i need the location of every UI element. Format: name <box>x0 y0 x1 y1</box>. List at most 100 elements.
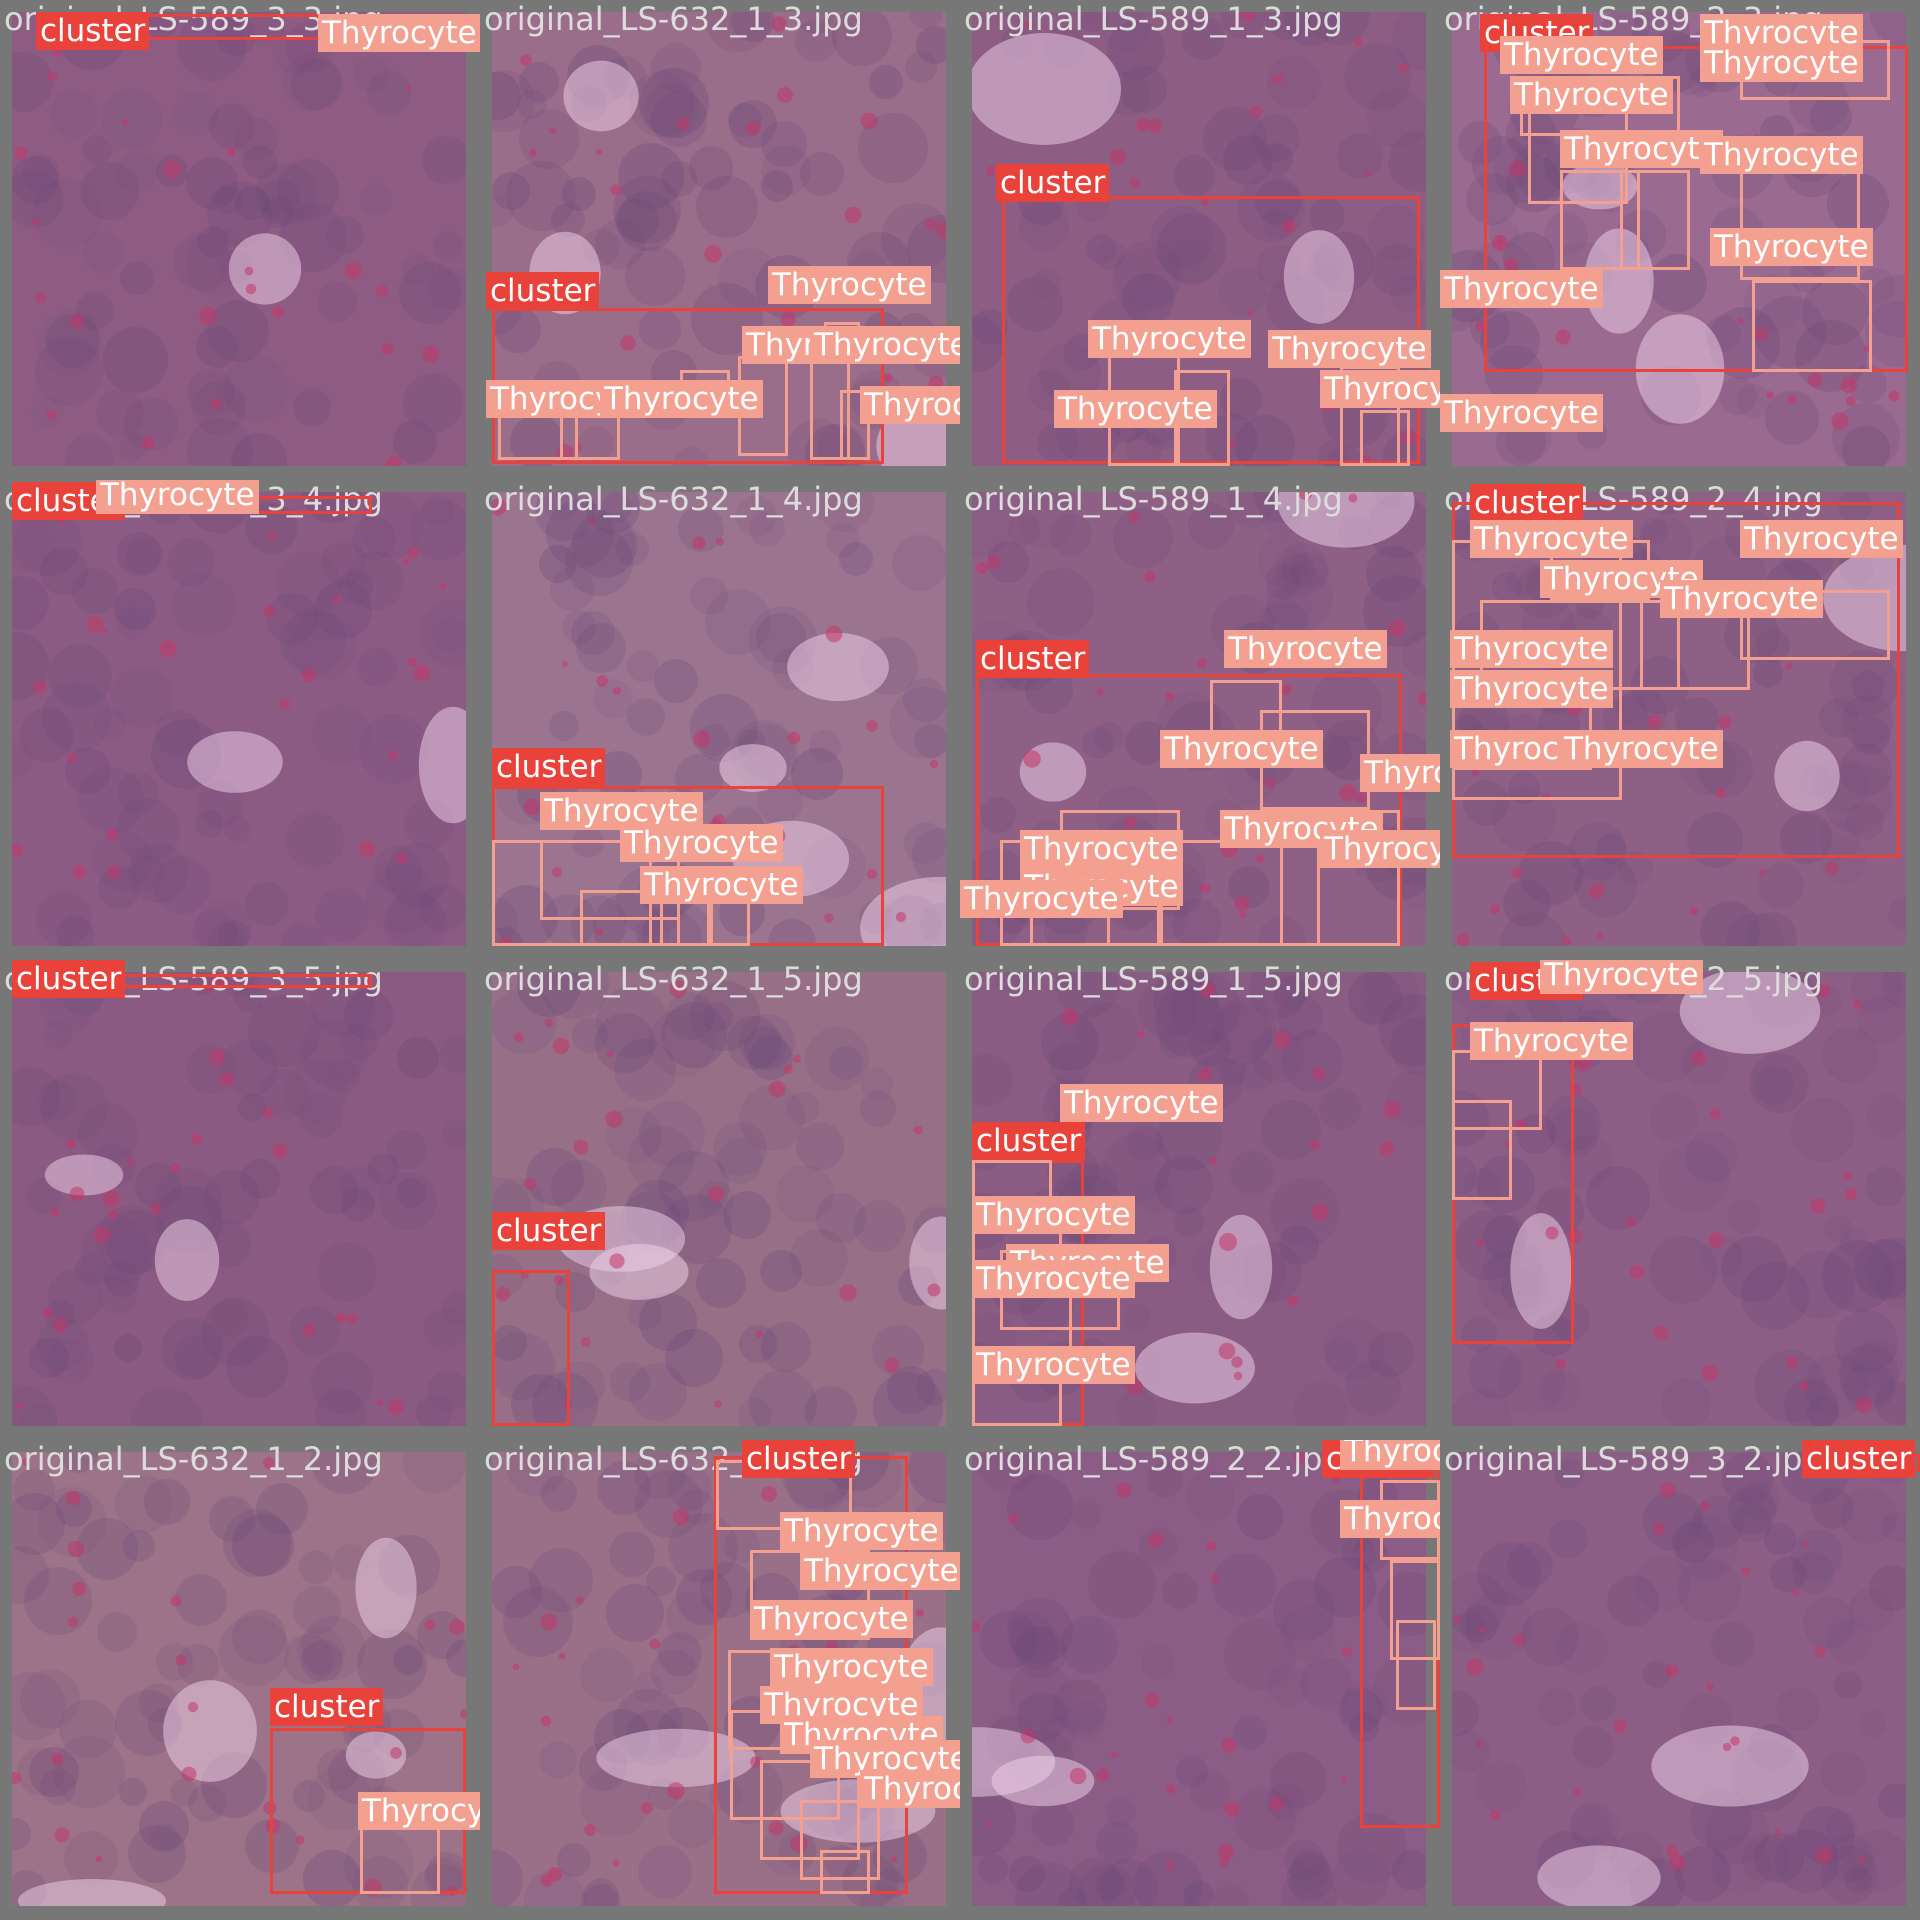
thyrocyte-label: Thyrocyte <box>1340 1440 1440 1470</box>
cytology-image <box>12 12 466 466</box>
thyrocyte-label: Thyrocyte <box>770 1648 933 1686</box>
thyrocyte-label: Thyrocyte <box>1320 830 1440 868</box>
thyrocyte-label: Thyrocyte <box>620 824 783 862</box>
image-tile: original_LS-589_1_3.jpg cluster Thyrocyte T… <box>960 0 1440 480</box>
thyrocyte-label: Thyrocyte <box>640 866 803 904</box>
thyrocyte-label: Thyrocyte <box>972 1196 1135 1234</box>
image-filename: original_LS-632_1_5.jpg <box>484 960 863 998</box>
cluster-label: cluster <box>492 1212 606 1250</box>
thyrocyte-bounding-box <box>1390 1560 1440 1660</box>
thyrocyte-label: Thyrocyte <box>972 1260 1135 1298</box>
image-filename: original_LS-632_1_2.jpg <box>4 1440 383 1478</box>
image-tile: original_LS-589_2_4.jpg cluster Thyrocyte T… <box>1440 480 1920 960</box>
thyrocyte-bounding-box <box>580 890 680 946</box>
thyrocyte-label: Thyrocyte <box>860 386 960 424</box>
cluster-label: cluster <box>976 640 1090 678</box>
thyrocyte-label: Thyrocyte <box>1500 36 1663 74</box>
thyrocyte-bounding-box <box>1620 170 1690 270</box>
thyrocyte-label: Thyrocyte <box>750 1600 913 1638</box>
thyrocyte-label: Thyrocyte <box>780 1512 943 1550</box>
thyrocyte-label: Thyrocyte <box>1450 630 1613 668</box>
image-tile: original_LS-632_2_2.jpg cluster Thyrocyte T… <box>480 1440 960 1920</box>
cluster-label: cluster <box>36 12 150 50</box>
cluster-label: cluster <box>996 164 1110 202</box>
thyrocyte-bounding-box <box>972 1380 1062 1426</box>
cytology-image <box>12 972 466 1426</box>
thyrocyte-label: Thyrocyte <box>1054 390 1217 428</box>
thyrocyte-label: Thyrocyte <box>540 792 703 830</box>
cytology-image <box>1452 1452 1906 1906</box>
thyrocyte-bounding-box <box>1752 280 1872 372</box>
thyrocyte-label: Thyrocyte <box>800 1552 960 1590</box>
thyrocyte-label: Thyrocyte <box>1660 580 1823 618</box>
image-filename: original_LS-589_1_3.jpg <box>964 0 1343 38</box>
image-filename: original_LS-632_1_3.jpg <box>484 0 863 38</box>
thyrocyte-label: Thyrocyte <box>1340 1500 1440 1538</box>
thyrocyte-label: Thyrocyte <box>1700 44 1863 82</box>
image-tile: original_LS-589_2_5.jpgclusterThyrocyteT… <box>1440 960 1920 1440</box>
thyrocyte-label: Thyrocyte <box>1470 1022 1633 1060</box>
thyrocyte-label: Thyrocyte <box>972 1346 1135 1384</box>
thyrocyte-label: Thyrocyte <box>1710 228 1873 266</box>
cluster-label: cluster <box>270 1688 384 1726</box>
thyrocyte-label: Thyrocyte <box>1224 630 1387 668</box>
thyrocyte-label: Thyrocyte <box>1440 394 1603 432</box>
thyrocyte-label: Thyrocyte <box>960 880 1123 918</box>
thyrocyte-label: Thyrocyte <box>1450 670 1613 708</box>
cluster-label: cluster <box>1470 484 1584 522</box>
thyrocyte-label: Thyrocyte <box>1560 130 1723 168</box>
cluster-bounding-box <box>1484 46 1908 372</box>
thyrocyte-label: Thyrocyte <box>1020 830 1183 868</box>
thyrocyte-bounding-box <box>800 1800 880 1880</box>
thyrocyte-label: Thyrocyte <box>1360 754 1440 792</box>
thyrocyte-label: Thyrocyte <box>768 266 931 304</box>
thyrocyte-label: Thyrocyte <box>1510 76 1673 114</box>
thyrocyte-bounding-box <box>840 390 870 460</box>
image-tile: original_LS-589_1_5.jpg cluster Thyrocyte T… <box>960 960 1440 1440</box>
thyrocyte-label: Thyrocyte <box>1470 520 1633 558</box>
cytology-image <box>12 492 466 946</box>
thyrocyte-bounding-box <box>1452 1100 1512 1200</box>
image-filename: original_LS-632_1_4.jpg <box>484 480 863 518</box>
cluster-label: cluster <box>1802 1440 1916 1478</box>
thyrocyte-label: Thyrocyte <box>1440 270 1603 308</box>
cytology-image <box>12 1452 466 1906</box>
thyrocyte-label: Thyrocyte <box>1268 330 1431 368</box>
image-tile: original_LS-589_3_2.jpg cluster <box>1440 1440 1920 1920</box>
cytology-image <box>492 972 946 1426</box>
cluster-label: cluster <box>742 1440 856 1478</box>
image-filename: original_LS-589_3_2.jpg <box>1444 1440 1823 1478</box>
image-tile: original_LS-589_3_3.jpg cluster Thyrocyte <box>0 0 480 480</box>
thyrocyte-label: Thyrocyte <box>1160 730 1323 768</box>
cluster-bounding-box <box>492 1270 570 1426</box>
thyrocyte-label: Thyrocyte <box>1320 370 1440 408</box>
thyrocyte-label: Thyrocyte <box>318 14 480 52</box>
image-filename: original_LS-589_2_2.jpg <box>964 1440 1343 1478</box>
thyrocyte-bounding-box <box>820 1850 870 1894</box>
cluster-label: cluster <box>12 960 126 998</box>
thyrocyte-bounding-box <box>1560 170 1640 270</box>
thyrocyte-bounding-box <box>750 1550 870 1640</box>
thyrocyte-bounding-box <box>1396 1620 1436 1710</box>
image-filename: original_LS-589_1_4.jpg <box>964 480 1343 518</box>
thyrocyte-label: Thyrocyte <box>1560 730 1723 768</box>
cluster-label: cluster <box>486 272 600 310</box>
thyrocyte-label: Thyrocyte <box>810 326 960 364</box>
image-tile: original_LS-632_1_4.jpg cluster Thyrocyte T… <box>480 480 960 960</box>
thyrocyte-label: Thyrocyte <box>1540 960 1703 994</box>
thyrocyte-label: Thyrocyte <box>1060 1084 1223 1122</box>
thyrocyte-bounding-box <box>1360 410 1410 466</box>
thyrocyte-label: Thyrocyte <box>1088 320 1251 358</box>
thyrocyte-label: Thyrocyte <box>96 480 259 514</box>
image-tile: original_LS-589_3_5.jpg cluster <box>0 960 480 1440</box>
thyrocyte-label: Thyrocyte <box>1740 520 1903 558</box>
thyrocyte-bounding-box <box>972 1290 1072 1350</box>
cluster-label: cluster <box>972 1122 1086 1160</box>
thyrocyte-label: Thyrocyte <box>358 1792 480 1830</box>
